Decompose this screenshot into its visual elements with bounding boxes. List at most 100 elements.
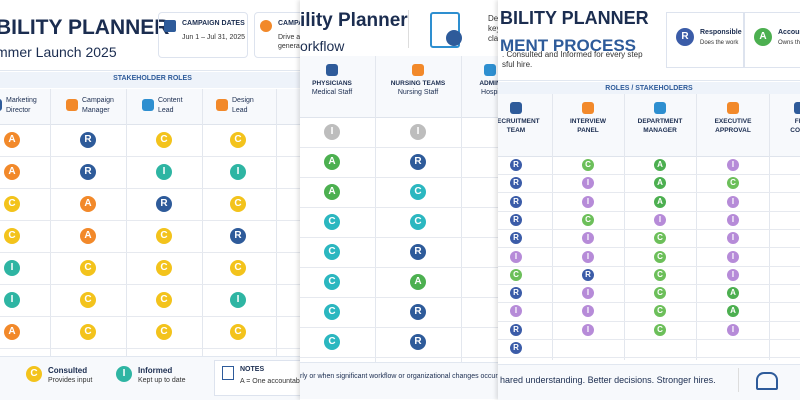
legend-desc: Does the work [700, 40, 739, 46]
column-label: Campaign [82, 97, 114, 104]
raci-badge: A [4, 132, 20, 148]
check-icon [446, 30, 462, 46]
row-line [300, 177, 500, 178]
intro-text: Define r [488, 14, 500, 23]
col-divider [769, 94, 770, 361]
raci-badge: R [410, 154, 426, 170]
raci-badge: C [654, 287, 666, 300]
raci-badge: C [582, 159, 594, 171]
raci-badge: R [80, 164, 96, 180]
column-label: DEPARTMENT [637, 118, 683, 125]
role-icon [326, 64, 338, 76]
raci-badge: R [156, 196, 172, 212]
subtitle: MENT PROCESS [500, 36, 637, 55]
section-title: ROLES / STAKEHOLDERS [605, 85, 693, 92]
row-line [0, 284, 305, 285]
raci-badge: C [230, 132, 246, 148]
row-line [0, 156, 305, 157]
raci-badge: C [230, 196, 246, 212]
legend-desc: Owns the [778, 40, 800, 46]
raci-badge: C [654, 323, 666, 336]
raci-badge: A [324, 154, 340, 170]
info-text: Jun 1 – Jul 31, 2025 [182, 34, 246, 41]
column-label: MANAGER [643, 127, 677, 134]
raci-badge: C [654, 232, 666, 245]
row-line [300, 267, 500, 268]
raci-badge: A [4, 324, 20, 340]
column-label: EXECUTIVE [714, 118, 752, 125]
raci-badge: C [230, 260, 246, 276]
column-label: PANEL [577, 127, 599, 134]
clipboard-icon [430, 12, 460, 48]
row-line [498, 320, 800, 322]
info-text: generate [278, 43, 305, 50]
header-band [498, 94, 800, 157]
subtitle: orkflow [300, 38, 345, 54]
raci-badge: C [582, 213, 594, 226]
raci-badge: C [230, 324, 246, 340]
people-icon [756, 372, 778, 390]
raci-badge: I [727, 195, 739, 208]
title: BILITY PLANNER [0, 16, 170, 39]
row-line [0, 316, 305, 317]
row-line [498, 229, 800, 231]
legend-name: Informed [138, 366, 173, 375]
raci-badge: A [654, 159, 666, 171]
role-icon [142, 99, 154, 111]
role-icon [727, 102, 739, 114]
raci-badge: C [324, 214, 340, 230]
legend-name: Accounta [778, 29, 800, 36]
column-label: Lead [232, 107, 248, 114]
raci-badge: I [582, 177, 594, 190]
raci-badge: C [4, 228, 20, 244]
column-label: Design [232, 97, 254, 104]
legend-desc: Provides input [48, 377, 93, 384]
column-label: PHYSICIANS [312, 80, 352, 87]
legend-box [666, 12, 744, 68]
row-line [498, 192, 800, 194]
col-divider [461, 56, 462, 366]
row-line [498, 210, 800, 212]
legend-name: Consulted [48, 366, 88, 375]
col-divider [276, 89, 277, 358]
row-line [300, 297, 500, 298]
raci-badge: R [510, 159, 522, 171]
raci-badge: C [510, 268, 522, 281]
row-line [498, 302, 800, 304]
column-label: TEAM [506, 127, 526, 134]
raci-badge: C [156, 228, 172, 244]
title: ility Planner [300, 10, 408, 31]
row-line [0, 188, 305, 189]
row-line [0, 252, 305, 253]
column-label: INTERVIEW [570, 118, 606, 125]
divider [408, 10, 409, 48]
raci-badge: I [727, 232, 739, 245]
raci-badge: A [4, 164, 20, 180]
row-line [498, 283, 800, 285]
raci-badge: R [410, 244, 426, 260]
role-icon [654, 102, 666, 114]
column-label: FIN [794, 118, 800, 125]
footer-text: hared understanding. Better decisions. S… [500, 375, 716, 385]
row-line [498, 174, 800, 176]
section-title: STAKEHOLDER ROLES [113, 75, 192, 82]
legend-box [744, 12, 800, 68]
raci-badge: C [80, 260, 96, 276]
intro-text: clarity, a [488, 34, 500, 43]
raci-badge: R [582, 268, 594, 281]
row-line [498, 265, 800, 267]
info-icon [164, 20, 176, 32]
panel: BILITY PLANNER MENT PROCESS. Consulted an… [498, 0, 800, 400]
raci-badge: I [727, 268, 739, 281]
column-label: Nursing Staff [397, 89, 439, 96]
column-label: RECRUITMENT [498, 118, 540, 125]
raci-badge: C [80, 324, 96, 340]
raci-badge: C [156, 260, 172, 276]
role-icon [582, 102, 594, 114]
role-icon [216, 99, 228, 111]
col-divider [202, 89, 203, 358]
legend-name: Responsible [700, 29, 742, 36]
role-icon [412, 64, 424, 76]
column-label: APPROVAL [715, 127, 751, 134]
intro-text: . Consulted and Informed for every step [502, 50, 643, 59]
